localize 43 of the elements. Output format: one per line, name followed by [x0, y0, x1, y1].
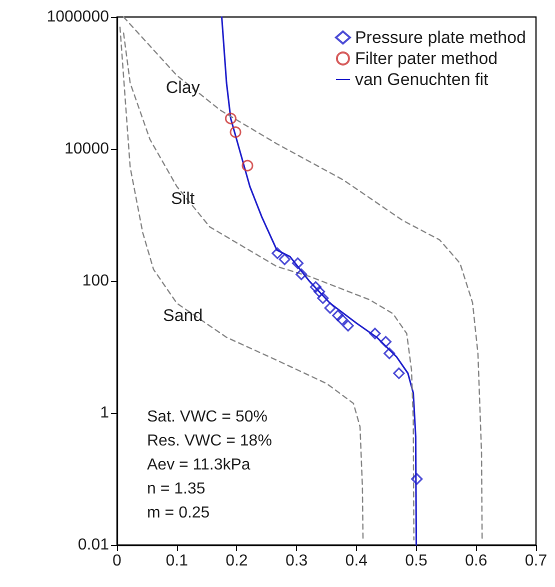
x-tick-label: 0.1 [166, 552, 188, 570]
point [242, 160, 254, 172]
point [342, 320, 354, 332]
point [380, 336, 392, 348]
legend-label: Pressure plate method [354, 28, 526, 47]
y-tick-label: 1000000 [46, 8, 110, 26]
point [324, 302, 336, 314]
point [336, 314, 348, 326]
annotation: n = 1.35 [147, 480, 206, 498]
x-tick-label: 0.7 [524, 552, 548, 570]
point [332, 310, 344, 322]
y-tick-label: 100 [82, 272, 110, 290]
x-tick-label: 0.3 [285, 552, 308, 570]
x-tick-label: 0.6 [465, 552, 488, 570]
series-label: Clay [166, 78, 200, 97]
y-tick-label: 10000 [64, 140, 110, 158]
point [224, 112, 237, 124]
annotation: m = 0.25 [147, 504, 210, 522]
point [292, 257, 304, 270]
point [314, 286, 326, 298]
series-label: Silt [171, 189, 195, 208]
x-tick-label: 0.4 [345, 552, 368, 570]
point [384, 348, 396, 360]
annotation: Sat. VWC = 50% [147, 408, 268, 426]
y-tick-label: 0.01 [78, 536, 110, 554]
x-tick-label: 0 [112, 552, 122, 570]
annotation: Res. VWC = 18% [147, 432, 272, 450]
point [272, 247, 284, 260]
x-tick-label: 0.2 [226, 552, 248, 570]
legend-label: van Genuchten fit [354, 70, 488, 89]
annotation: Aev = 11.3kPa [147, 456, 250, 474]
point [296, 268, 308, 280]
point [369, 328, 381, 340]
point [393, 367, 405, 380]
point [310, 281, 322, 293]
series-label: Sand [163, 306, 203, 325]
point [411, 473, 423, 485]
x-tick-label: 0.5 [405, 552, 428, 570]
legend-label: Filter pater method [354, 49, 498, 68]
point [317, 292, 329, 304]
point [278, 254, 290, 266]
point [230, 126, 242, 138]
y-tick-label: 1 [100, 404, 110, 422]
